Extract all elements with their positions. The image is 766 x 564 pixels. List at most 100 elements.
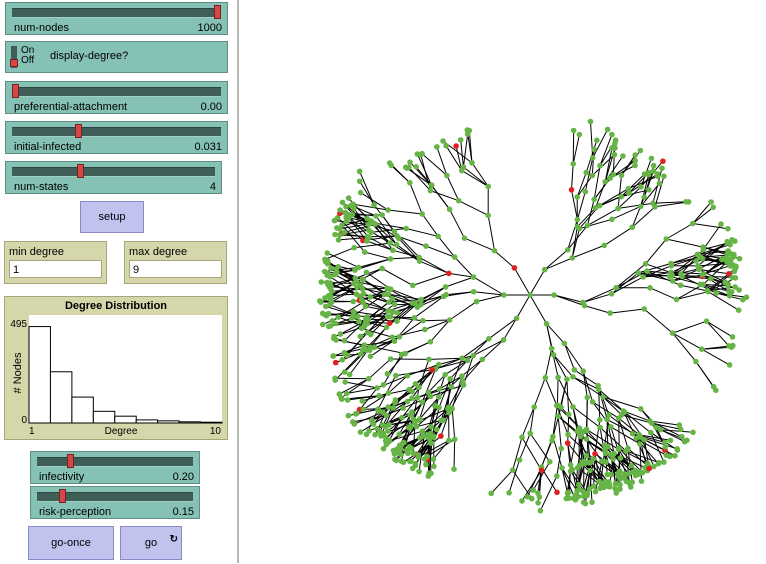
- network-node: [383, 424, 389, 430]
- network-node: [333, 337, 339, 343]
- network-node: [458, 137, 464, 143]
- slider-track[interactable]: [12, 8, 221, 18]
- network-node: [727, 362, 733, 368]
- network-node: [431, 456, 437, 462]
- histogram-bar: [179, 422, 200, 423]
- network-link: [583, 294, 612, 303]
- network-node: [659, 165, 665, 171]
- network-node: [443, 284, 449, 290]
- network-node: [582, 461, 588, 467]
- network-node: [332, 377, 338, 383]
- network-node: [405, 373, 411, 379]
- slider-handle[interactable]: [67, 454, 74, 468]
- network-node: [394, 318, 400, 324]
- slider-handle[interactable]: [12, 84, 19, 98]
- network-node: [360, 347, 366, 353]
- network-node: [674, 297, 680, 303]
- network-node: [437, 386, 443, 392]
- network-node: [535, 490, 541, 496]
- network-node: [583, 170, 589, 176]
- network-node: [657, 181, 663, 187]
- slider-handle[interactable]: [59, 489, 66, 503]
- network-node: [700, 282, 706, 288]
- display-degree-switch[interactable]: On Off display-degree?: [5, 41, 228, 73]
- go-button[interactable]: go ↻: [120, 526, 182, 560]
- setup-button[interactable]: setup: [80, 201, 144, 233]
- network-node: [649, 420, 655, 426]
- network-node: [661, 459, 667, 465]
- network-node: [459, 373, 465, 379]
- go-once-button[interactable]: go-once: [28, 526, 114, 560]
- network-node: [529, 496, 535, 502]
- network-link: [677, 292, 709, 300]
- y-axis-label: # Nodes: [12, 352, 24, 393]
- num-states-slider[interactable]: num-states 4: [5, 161, 222, 194]
- network-node: [392, 400, 398, 406]
- histogram-bar: [201, 422, 222, 423]
- network-node: [345, 397, 351, 403]
- network-link: [455, 257, 474, 277]
- slider-track[interactable]: [12, 87, 221, 97]
- network-node: [320, 322, 326, 328]
- network-node: [571, 128, 577, 134]
- network-node: [413, 381, 419, 387]
- network-link: [491, 470, 513, 493]
- network-node: [347, 372, 353, 378]
- network-node: [531, 404, 537, 410]
- network-node: [330, 318, 336, 324]
- network-node: [678, 427, 684, 433]
- initial-infected-slider[interactable]: initial-infected 0.031: [5, 121, 228, 154]
- slider-track[interactable]: [37, 457, 193, 467]
- infectivity-slider[interactable]: infectivity 0.20: [30, 451, 200, 484]
- network-node: [559, 446, 565, 452]
- slider-handle[interactable]: [75, 124, 82, 138]
- network-node: [510, 467, 516, 473]
- network-node: [449, 384, 455, 390]
- switch-knob[interactable]: [10, 59, 18, 67]
- network-link: [604, 227, 632, 245]
- network-node: [588, 119, 594, 125]
- network-node: [660, 158, 666, 164]
- network-link: [530, 433, 550, 461]
- network-node: [379, 266, 385, 272]
- network-node: [428, 394, 434, 400]
- network-node: [366, 376, 372, 382]
- network-node: [441, 417, 447, 423]
- network-link: [585, 306, 611, 314]
- network-node: [638, 469, 644, 475]
- slider-track[interactable]: [12, 127, 221, 137]
- network-node: [367, 347, 373, 353]
- network-node: [336, 314, 342, 320]
- network-node: [501, 337, 507, 343]
- network-node: [415, 395, 421, 401]
- network-node: [409, 409, 415, 415]
- network-node: [360, 277, 366, 283]
- network-view[interactable]: [241, 2, 764, 561]
- network-node: [690, 430, 696, 436]
- monitor-value: 1: [9, 260, 102, 278]
- num-nodes-slider[interactable]: num-nodes 1000: [5, 2, 228, 35]
- slider-handle[interactable]: [77, 164, 84, 178]
- go-once-button-label: go-once: [29, 527, 113, 559]
- network-node: [519, 498, 525, 504]
- network-node: [407, 159, 413, 165]
- network-node: [656, 460, 662, 466]
- network-node: [597, 417, 603, 423]
- preferential-attachment-slider[interactable]: preferential-attachment 0.00: [5, 81, 228, 114]
- network-node: [572, 367, 578, 373]
- network-node: [344, 353, 350, 359]
- network-node: [554, 403, 560, 409]
- network-node: [591, 197, 597, 203]
- slider-handle[interactable]: [214, 5, 221, 19]
- network-node: [564, 376, 570, 382]
- network-node: [331, 353, 337, 359]
- network-node: [325, 250, 331, 256]
- slider-track[interactable]: [12, 167, 215, 177]
- network-node: [407, 180, 413, 186]
- risk-perception-slider[interactable]: risk-perception 0.15: [30, 486, 200, 519]
- network-node: [379, 212, 385, 218]
- network-link: [600, 135, 612, 166]
- network-link: [534, 378, 545, 407]
- network-node: [364, 270, 370, 276]
- network-node: [710, 205, 716, 211]
